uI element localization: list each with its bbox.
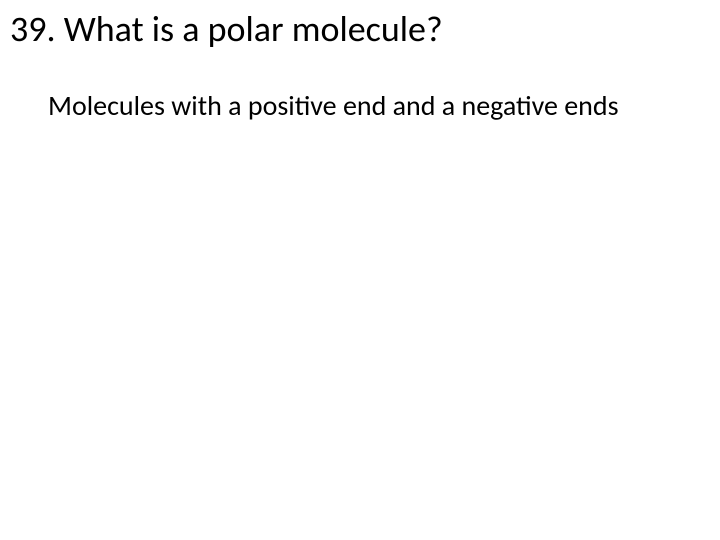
slide-title: 39. What is a polar molecule? bbox=[0, 0, 720, 51]
slide-container: 39. What is a polar molecule? Molecules … bbox=[0, 0, 720, 540]
slide-body-text: Molecules with a positive end and a nega… bbox=[0, 51, 720, 123]
